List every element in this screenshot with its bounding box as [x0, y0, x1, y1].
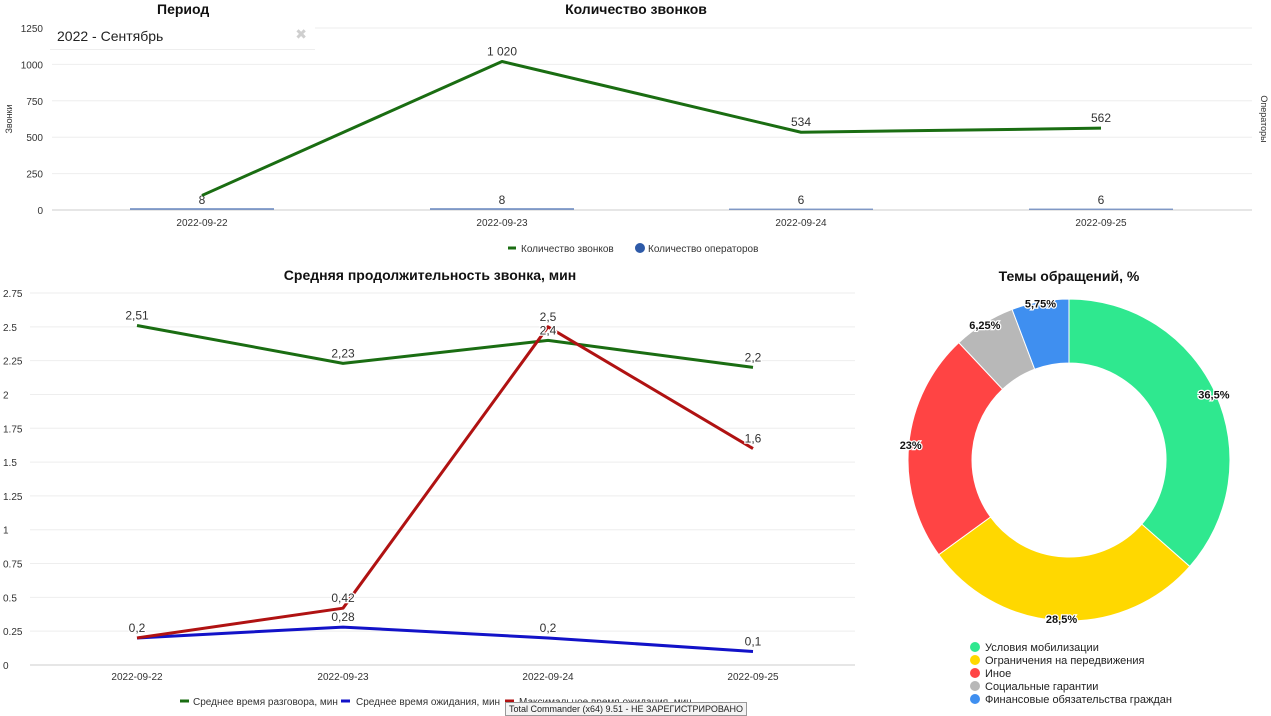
chart1-calls-data-label: 534 — [791, 115, 811, 129]
pie-legend-item[interactable]: Иное — [970, 668, 1172, 681]
pie-legend-label: Финансовые обязательства граждан — [985, 694, 1172, 706]
chart1-operators-data-label: 6 — [798, 193, 805, 207]
chart2-y-tick-label: 2.25 — [3, 357, 23, 368]
chart3-slice — [907, 341, 1004, 556]
chart2-maxwait-data-label: 1,6 — [745, 432, 762, 446]
pie-legend-label: Иное — [985, 668, 1012, 680]
period-title: Период — [157, 1, 210, 17]
chart2-y-tick-label: 2.75 — [3, 289, 23, 300]
chart1-title: Количество звонков — [565, 1, 707, 17]
chart1-x-tick-label: 2022-09-25 — [1075, 218, 1127, 229]
chart2-wait-data-label: 0,2 — [540, 621, 557, 635]
chart2-wait-legend-label: Среднее время ожидания, мин — [356, 697, 500, 708]
chart3-title: Темы обращений, % — [999, 268, 1140, 284]
chart1-operators-data-label: 6 — [1098, 193, 1105, 207]
chart2-y-tick-label: 2 — [3, 390, 9, 401]
chart3-slice-label: 36,5% — [1198, 390, 1229, 402]
chart2-maxwait-data-label: 0,42 — [331, 591, 355, 605]
pie-legend-item[interactable]: Финансовые обязательства граждан — [970, 694, 1172, 707]
pie-legend-item[interactable]: Условия мобилизации — [970, 642, 1172, 655]
chart1-y-tick-label: 500 — [26, 133, 43, 144]
pie-legend-swatch — [970, 668, 980, 678]
chart1-y-axis-label: Звонки — [4, 104, 14, 133]
chart3-slice — [1068, 298, 1231, 568]
chart2-y-tick-label: 1.5 — [3, 458, 17, 469]
chart1-calls-data-label: 1 020 — [487, 44, 517, 58]
chart2-y-tick-label: 1.25 — [3, 492, 23, 503]
chart1-calls-data-label: 562 — [1091, 111, 1111, 125]
chart2-talk-data-label: 2,23 — [331, 346, 355, 360]
pie-legend-item[interactable]: Ограничения на передвижения — [970, 655, 1172, 668]
chart2-x-tick-label: 2022-09-22 — [111, 672, 163, 683]
chart2-y-tick-label: 0.75 — [3, 560, 23, 571]
chart3-slice — [1011, 298, 1070, 370]
chart1-operators-data-label: 8 — [499, 193, 506, 207]
chart3-slice — [938, 516, 1191, 622]
taskbar-tooltip: Total Commander (x64) 9.51 - НЕ ЗАРЕГИСТ… — [505, 702, 748, 716]
chart2-wait-data-label: 0,1 — [745, 634, 762, 648]
chart1-legend-swatch-operators — [635, 243, 645, 253]
chart1-y-tick-label: 0 — [37, 206, 43, 217]
chart2-talk-data-label: 2,4 — [540, 323, 557, 337]
pie-legend-swatch — [970, 681, 980, 691]
chart2-wait-data-label: 0,28 — [331, 610, 355, 624]
pie-legend-swatch — [970, 655, 980, 665]
chart3-slice-label: 6,25% — [969, 320, 1000, 332]
period-selector[interactable]: 2022 - Сентябрь ✖ — [50, 23, 315, 50]
chart3-slice-label: 28,5% — [1046, 614, 1077, 626]
pie-legend-label: Социальные гарантии — [985, 681, 1099, 693]
chart1-calls-line — [201, 59, 1102, 197]
pie-legend-label: Условия мобилизации — [985, 642, 1099, 654]
chart2-y-tick-label: 1.75 — [3, 424, 23, 435]
chart2-y-tick-label: 1 — [3, 526, 9, 537]
chart3-slice-label: 23% — [900, 440, 922, 452]
chart3-slice-label: 5,75% — [1025, 299, 1056, 311]
chart1-y-tick-label: 1250 — [21, 24, 44, 35]
chart2-y-tick-label: 2.5 — [3, 323, 17, 334]
chart1-operators-bar — [430, 208, 574, 210]
chart2-x-tick-label: 2022-09-23 — [317, 672, 369, 683]
chart1-legend-label-operators: Количество операторов — [648, 244, 758, 255]
chart1-operators-bar — [130, 208, 274, 210]
chart1-y-tick-label: 750 — [26, 97, 43, 108]
pie-legend-swatch — [970, 694, 980, 704]
chart2-title: Средняя продолжительность звонка, мин — [284, 267, 576, 283]
pie-legend-label: Ограничения на передвижения — [985, 655, 1145, 667]
chart1-operators-data-label: 8 — [199, 193, 206, 207]
chart2-wait-line — [136, 625, 754, 653]
chart2-y-tick-label: 0.25 — [3, 627, 23, 638]
period-selected-value: 2022 - Сентябрь — [57, 28, 164, 44]
chart2-talk-data-label: 2,51 — [125, 308, 149, 322]
chart1-x-tick-label: 2022-09-22 — [176, 218, 228, 229]
chart1-operators-bar — [729, 208, 873, 210]
chart2-talk-legend-label: Среднее время разговора, мин — [193, 697, 338, 708]
pie-legend-swatch — [970, 642, 980, 652]
chart1-operators-bar — [1029, 208, 1173, 210]
pie-legend-item[interactable]: Социальные гарантии — [970, 681, 1172, 694]
chart2-y-tick-label: 0.5 — [3, 593, 17, 604]
close-icon[interactable]: ✖ — [295, 26, 307, 42]
chart1-y2-axis-label: Операторы — [1259, 95, 1269, 142]
chart2-x-tick-label: 2022-09-24 — [522, 672, 574, 683]
chart2-maxwait-line — [136, 325, 754, 640]
chart1-y-tick-label: 1000 — [21, 60, 44, 71]
chart1-x-tick-label: 2022-09-24 — [775, 218, 827, 229]
chart2-talk-data-label: 2,2 — [745, 350, 762, 364]
chart1-x-tick-label: 2022-09-23 — [476, 218, 528, 229]
chart2-y-tick-label: 0 — [3, 661, 9, 672]
chart2-x-tick-label: 2022-09-25 — [727, 672, 779, 683]
chart2-wait-data-label: 0,2 — [129, 621, 146, 635]
chart1-legend-label-calls: Количество звонков — [521, 244, 614, 255]
pie-legend: Условия мобилизации Ограничения на передв… — [970, 642, 1172, 707]
chart1-y-tick-label: 250 — [26, 170, 43, 181]
chart2-maxwait-data-label: 2,5 — [540, 310, 557, 324]
chart2-talk-line — [136, 323, 754, 369]
